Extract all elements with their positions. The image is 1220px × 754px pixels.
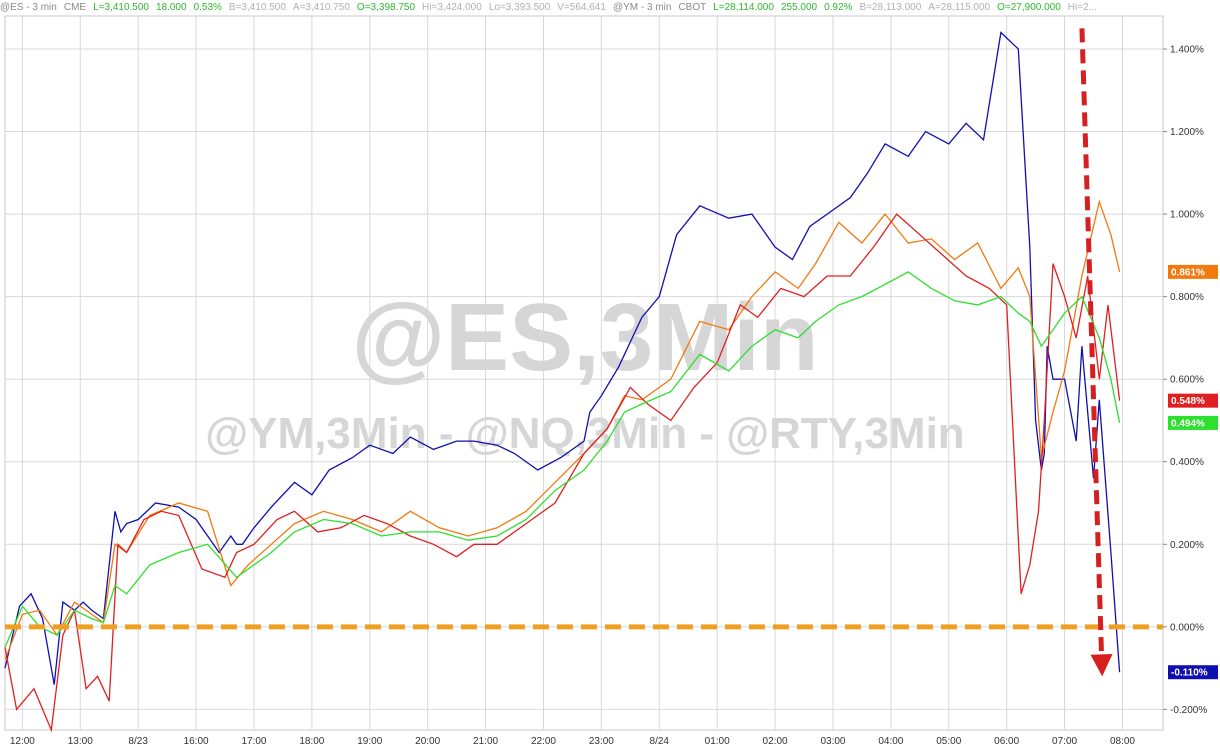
watermark-main: @ES,3Min xyxy=(351,284,818,391)
x-tick-label: 12:00 xyxy=(10,736,35,747)
x-tick-label: 8/24 xyxy=(650,736,670,747)
x-tick-label: 19:00 xyxy=(357,736,382,747)
x-tick-label: 8/23 xyxy=(128,736,148,747)
quote-field: Hi=2... xyxy=(1067,2,1097,13)
quote-field: Lo=3,393.500 xyxy=(488,2,551,13)
x-tick-label: 05:00 xyxy=(936,736,961,747)
last-value-badge xyxy=(1168,665,1218,680)
series-line-ym xyxy=(4,271,1121,648)
quote-field: O=27,900.000 xyxy=(997,2,1061,13)
x-tick-label: 06:00 xyxy=(994,736,1019,747)
quote-field: 0.53% xyxy=(193,2,222,13)
y-tick-label: 1.000% xyxy=(1170,210,1204,221)
series-line-rty xyxy=(4,213,1121,733)
x-tick-label: 21:00 xyxy=(473,736,498,747)
last-value-badge xyxy=(1168,415,1218,430)
last-value-label: 0.548% xyxy=(1171,396,1205,407)
quote-field: CBOT xyxy=(678,2,707,13)
quote-bar: @ES - 3 min CME L=3,410.500 18.000 0.53% B=3,… xyxy=(0,0,1220,15)
x-tick-label: 01:00 xyxy=(705,736,730,747)
y-tick-label: 1.400% xyxy=(1170,45,1204,56)
x-tick-label: 17:00 xyxy=(241,736,266,747)
quote-field: 18.000 xyxy=(155,2,187,13)
x-tick-label: 18:00 xyxy=(299,736,324,747)
quote-field: B=28,113.000 xyxy=(859,2,922,13)
y-tick-label: 0.800% xyxy=(1170,292,1204,303)
plot-frame xyxy=(4,15,1164,731)
y-tick-label: 0.400% xyxy=(1170,457,1204,468)
quote-field: CME xyxy=(63,2,87,13)
last-value-label: 0.861% xyxy=(1171,267,1205,278)
quote-field: O=3,398.750 xyxy=(356,2,416,13)
x-tick-label: 07:00 xyxy=(1052,736,1077,747)
x-tick-label: 03:00 xyxy=(820,736,845,747)
quote-field: B=3,410.500 xyxy=(228,2,286,13)
quote-field: L=28,114.000 xyxy=(713,2,774,13)
x-tick-label: 13:00 xyxy=(68,736,93,747)
x-tick-label: 22:00 xyxy=(531,736,556,747)
y-tick-label: 0.600% xyxy=(1170,375,1204,386)
x-tick-label: 08:00 xyxy=(1110,736,1135,747)
y-tick-label: 0.000% xyxy=(1170,622,1204,633)
x-tick-label: 23:00 xyxy=(589,736,614,747)
quote-field: A=28,115.000 xyxy=(928,2,991,13)
x-tick-label: 20:00 xyxy=(415,736,440,747)
quote-field: 0.92% xyxy=(824,2,853,13)
quote-field: 255.000 xyxy=(780,2,818,13)
down-arrow-head xyxy=(1090,654,1113,677)
last-value-badge xyxy=(1168,264,1218,279)
quote-field: V=564,641 xyxy=(557,2,606,13)
quote-field: @YM - 3 min xyxy=(612,2,672,13)
y-tick-label: -0.200% xyxy=(1170,705,1207,716)
last-value-badge xyxy=(1168,393,1218,408)
x-tick-label: 16:00 xyxy=(184,736,209,747)
quote-field: @ES - 3 min xyxy=(0,2,57,13)
series-line-es xyxy=(4,31,1121,685)
last-value-label: -0.110% xyxy=(1171,668,1208,679)
x-tick-label: 04:00 xyxy=(878,736,903,747)
quote-field: A=3,410.750 xyxy=(292,2,350,13)
y-tick-label: 0.200% xyxy=(1170,540,1204,551)
quote-field: L=3,410.500 xyxy=(93,2,149,13)
x-tick-label: 02:00 xyxy=(763,736,788,747)
last-value-label: 0.494% xyxy=(1171,418,1205,429)
quote-field: Hi=3,424.000 xyxy=(422,2,482,13)
y-tick-label: 1.200% xyxy=(1170,127,1204,138)
